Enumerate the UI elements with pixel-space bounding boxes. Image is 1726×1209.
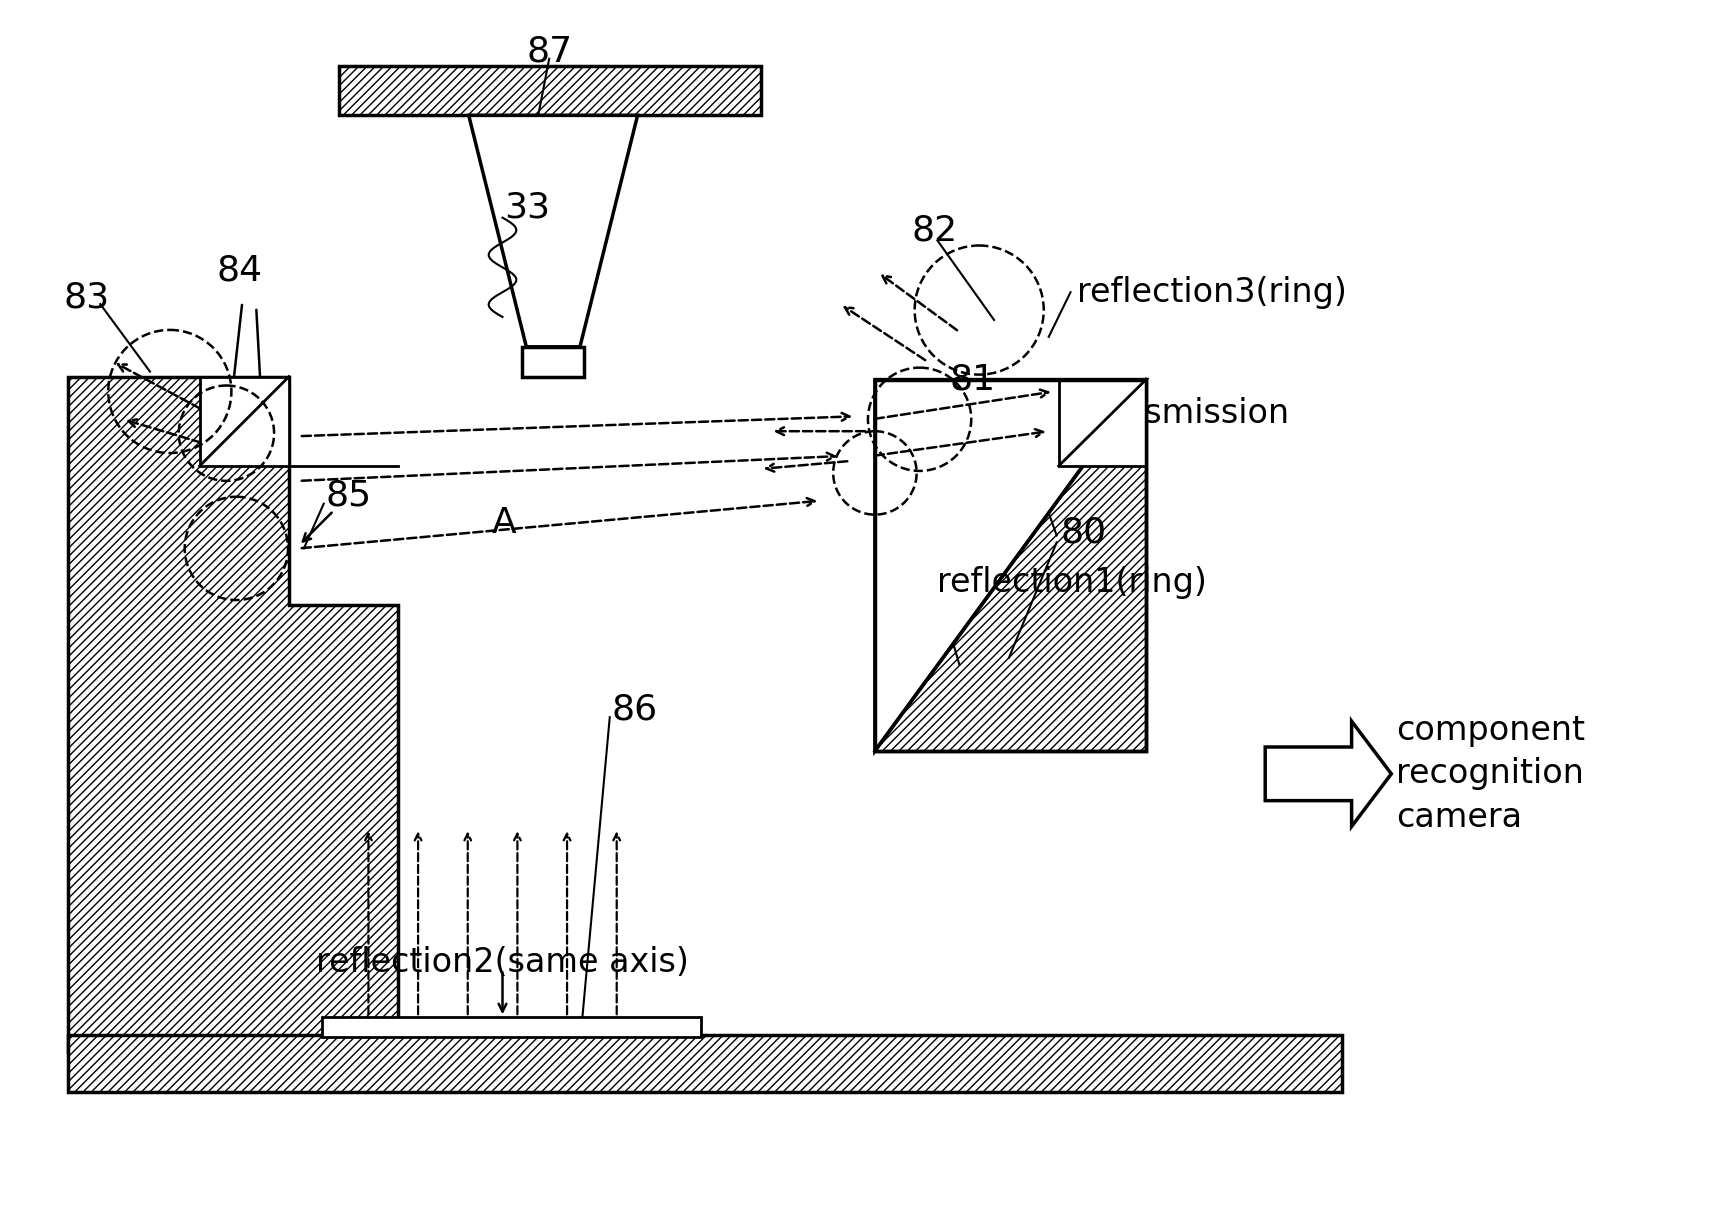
Polygon shape bbox=[338, 65, 761, 115]
Text: 85: 85 bbox=[326, 479, 371, 513]
Polygon shape bbox=[67, 1035, 1341, 1092]
Polygon shape bbox=[875, 380, 1146, 751]
Text: 81: 81 bbox=[949, 363, 996, 397]
Text: A: A bbox=[492, 505, 516, 539]
Text: 87: 87 bbox=[526, 35, 573, 69]
Polygon shape bbox=[469, 115, 637, 347]
Text: transmission: transmission bbox=[1077, 397, 1289, 430]
Text: 86: 86 bbox=[611, 693, 658, 727]
Text: 80: 80 bbox=[1061, 515, 1106, 550]
Text: 83: 83 bbox=[64, 280, 110, 314]
Polygon shape bbox=[875, 380, 1146, 751]
Text: 33: 33 bbox=[504, 191, 551, 225]
Text: reflection2(same axis): reflection2(same axis) bbox=[316, 945, 689, 979]
Polygon shape bbox=[67, 376, 399, 1052]
Polygon shape bbox=[1265, 722, 1391, 827]
Polygon shape bbox=[321, 1017, 701, 1037]
Text: 82: 82 bbox=[911, 214, 958, 248]
Text: 84: 84 bbox=[216, 254, 262, 288]
Text: reflection1(ring): reflection1(ring) bbox=[937, 566, 1208, 598]
Text: component
recognition
camera: component recognition camera bbox=[1396, 715, 1584, 834]
Polygon shape bbox=[1058, 380, 1146, 465]
Text: reflection3(ring): reflection3(ring) bbox=[1077, 276, 1346, 308]
Polygon shape bbox=[200, 376, 288, 465]
Polygon shape bbox=[523, 347, 583, 376]
